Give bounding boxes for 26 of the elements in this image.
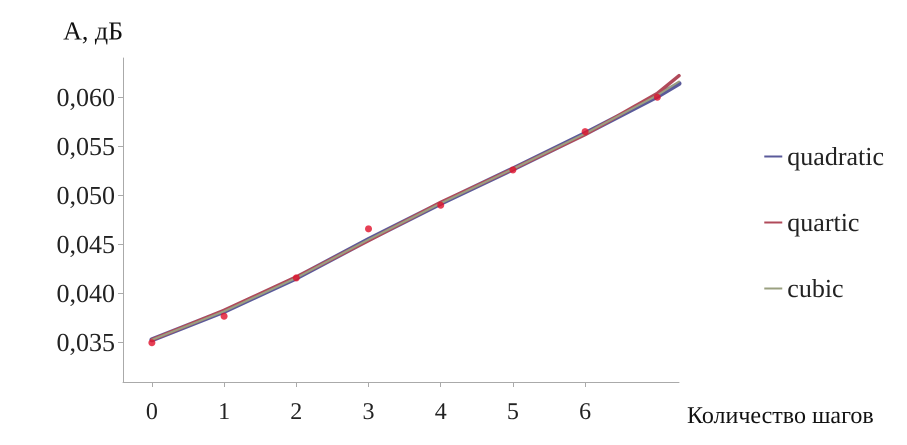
point (220, 312, 228, 320)
legend-label: quartic (787, 208, 860, 237)
point (509, 166, 516, 174)
x-axis-title: Количество шагов (687, 403, 874, 429)
point (365, 225, 372, 232)
x-tick-label: 4 (434, 399, 447, 425)
x-tick-label: 1 (218, 399, 230, 425)
y-tick-label: 0,050 (56, 180, 115, 210)
y-tick-label: 0,055 (56, 132, 115, 161)
x-tick-label: 6 (579, 399, 592, 425)
point (437, 202, 444, 209)
point (292, 274, 300, 282)
x-tick-label: 5 (506, 399, 519, 425)
y-tick-label: 0,060 (56, 82, 115, 112)
x-tick-label: 2 (290, 399, 302, 425)
y-tick-label: 0,035 (56, 328, 115, 358)
legend-label: quadratic (787, 142, 884, 171)
y-axis-title: A, дБ (63, 16, 123, 46)
x-tick-label: 0 (146, 399, 158, 425)
point (582, 128, 589, 136)
legend-label: cubic (787, 274, 844, 303)
point (148, 339, 156, 346)
y-tick-label: 0,040 (56, 279, 115, 308)
y-tick-label: 0,045 (56, 230, 115, 260)
x-tick-label: 3 (362, 399, 375, 425)
point (654, 94, 661, 101)
